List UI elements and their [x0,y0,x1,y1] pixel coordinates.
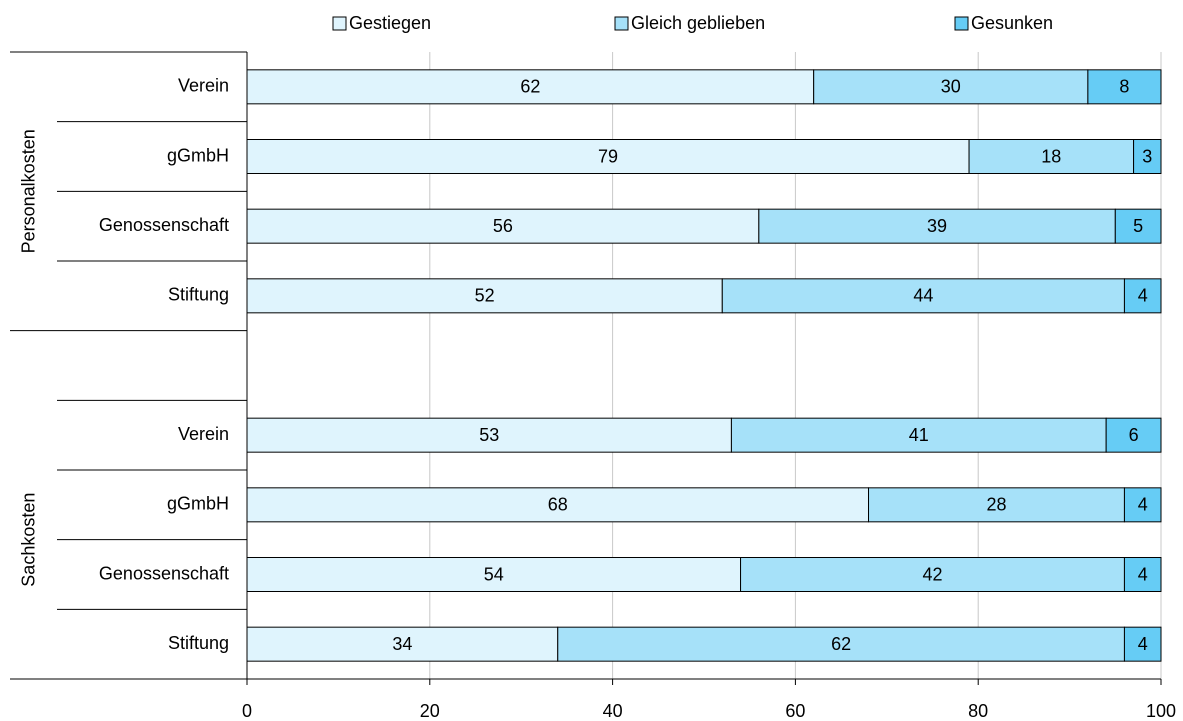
bar-segment [246,278,723,314]
legend-label: Gleich geblieben [631,13,765,33]
y-tick-label: Genossenschaft [99,215,229,235]
data-label: 62 [520,77,540,97]
bar-segment [868,487,1125,523]
x-tick-label: 0 [242,701,252,721]
y-tick-label: Stiftung [168,633,229,653]
bar-segment [1123,278,1162,314]
bar-segment [1114,208,1162,244]
x-tick-label: 40 [603,701,623,721]
bar-segment [1123,626,1162,662]
legend-swatch [954,16,969,31]
data-label: 30 [941,77,961,97]
bar-segment [246,208,760,244]
x-tick-label: 100 [1146,701,1176,721]
data-label: 8 [1119,77,1129,97]
data-label: 52 [475,286,495,306]
y-tick-label: gGmbH [167,145,229,165]
bar-segment [721,278,1125,314]
bar-segment [246,626,559,662]
y-tick-label: gGmbH [167,494,229,514]
bar-segment [246,139,970,174]
legend-label: Gestiegen [349,13,431,33]
legend-swatch [614,16,629,31]
x-tick-label: 80 [968,701,988,721]
bar-segment [1105,417,1162,453]
data-label: 62 [831,634,851,654]
bar-segment [1123,487,1162,523]
data-label: 44 [913,286,933,306]
data-label: 5 [1133,216,1143,236]
data-label: 68 [548,495,568,515]
bar-segment [1133,139,1162,174]
data-label: 18 [1041,146,1061,166]
y-tick-label: Stiftung [168,285,229,305]
data-label: 79 [598,146,618,166]
data-label: 4 [1138,634,1148,654]
bar-segment [246,69,815,105]
y-tick-label: Verein [178,424,229,444]
bar-segment [730,417,1107,453]
data-label: 28 [986,495,1006,515]
bar-segment [246,557,742,592]
x-tick-label: 60 [785,701,805,721]
x-tick-label: 20 [420,701,440,721]
bar-segment [1087,69,1162,105]
data-label: 6 [1129,425,1139,445]
legend-label: Gesunken [971,13,1053,33]
data-label: 4 [1138,286,1148,306]
legend-swatch [332,16,347,31]
data-label: 4 [1138,495,1148,515]
data-label: 56 [493,216,513,236]
bar-segment [1123,557,1162,592]
data-label: 34 [392,634,412,654]
y-tick-label: Verein [178,76,229,96]
bar-segment [246,487,870,523]
group-label: Sachkosten [19,493,39,587]
bar-segment [740,557,1125,592]
bar-segment [968,139,1135,174]
data-label: 54 [484,564,504,584]
data-label: 3 [1142,146,1152,166]
bar-segment [557,626,1125,662]
bar-segment [246,417,732,453]
data-label: 42 [922,564,942,584]
data-label: 39 [927,216,947,236]
bar-segment [813,69,1089,105]
data-label: 41 [909,425,929,445]
data-label: 53 [479,425,499,445]
data-label: 4 [1138,564,1148,584]
y-tick-label: Genossenschaft [99,563,229,583]
group-label: Personalkosten [19,129,39,253]
